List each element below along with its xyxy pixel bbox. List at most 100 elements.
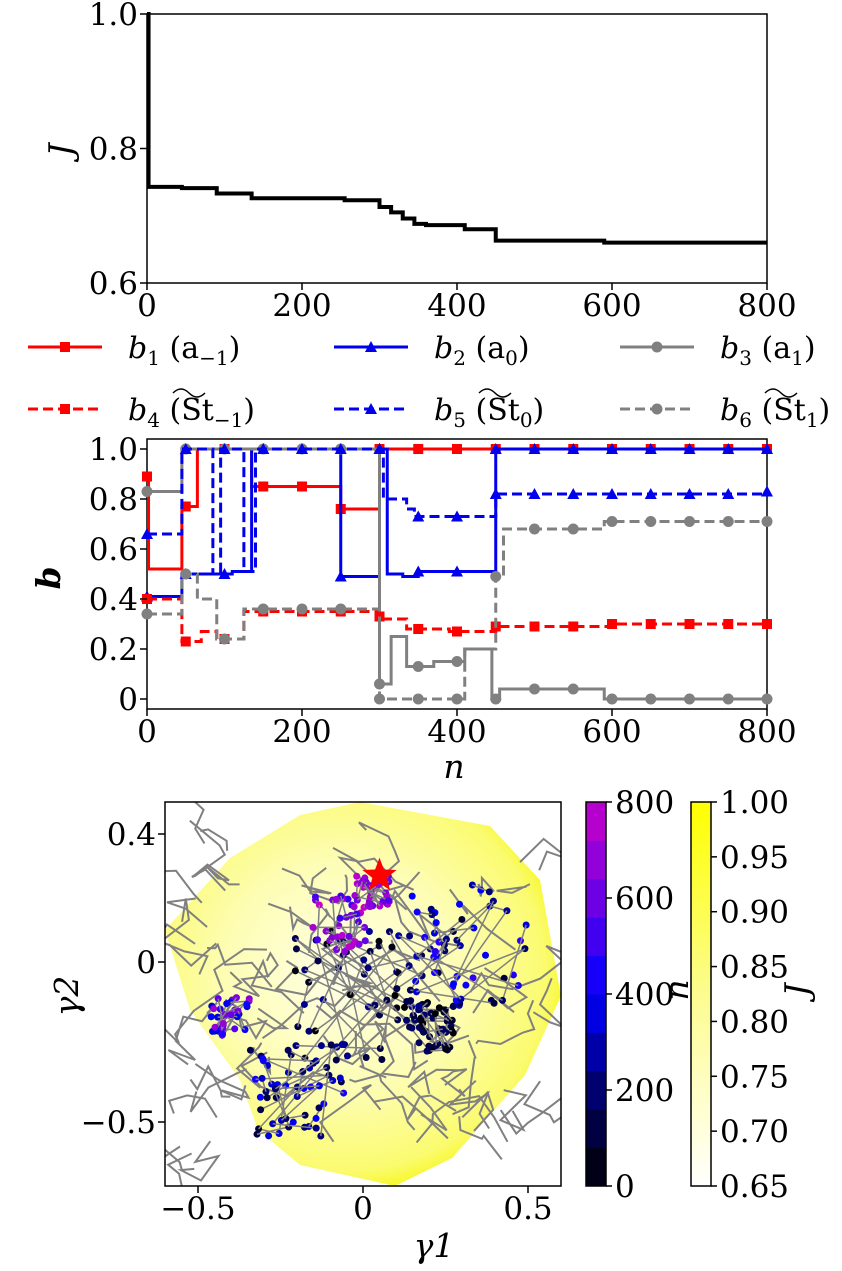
sample-point [305,1027,313,1035]
contour-line [189,1064,247,1101]
tilde-accent [172,388,206,398]
contour-line [250,951,305,1014]
series-marker-b2 [412,565,425,577]
legend-label-part: (St [466,393,520,428]
sample-point [366,900,374,908]
sample-point [360,956,368,964]
sample-point [300,1000,308,1008]
search-path-segment [456,905,491,941]
legend-label-part: b [720,393,739,428]
colorbar-n-band [586,917,606,957]
contour-line [229,971,270,998]
x-tick-label: 800 [737,714,796,750]
search-path-segment [275,1085,320,1090]
colorbar-n-tick-label: 600 [615,881,674,917]
series-marker-b6 [529,523,540,535]
search-path-segment [361,881,381,907]
best-point-star-icon [362,857,397,891]
series-marker-b4 [180,636,191,647]
contour-line [332,847,415,891]
sample-point [431,948,439,956]
cost-series [146,12,767,245]
sample-point [456,900,464,908]
legend-label-part: ) [804,331,816,366]
series-marker-b3 [412,661,424,672]
y-tick-label: 1.0 [89,432,138,468]
colorbar-j-tick-label: 0.95 [720,840,789,876]
sample-point [258,1074,266,1082]
series-marker-b5 [451,510,463,522]
colorbar-n-tick-label: 400 [615,977,674,1013]
series-marker-b4 [684,619,695,629]
colorbar-j-gradient [690,801,712,1187]
legend-label-part: (St [160,393,214,428]
search-path-segment [304,946,393,1059]
search-path-segment [280,1085,320,1121]
colorbar-n-band [586,878,606,918]
contour-line [372,1095,449,1140]
y-tick-label: 0.8 [89,482,138,518]
sample-point [345,943,353,951]
search-path-segment [398,935,462,1000]
contour-line [380,1018,417,1079]
contour-line [349,1073,416,1131]
y-tick-label: 1.0 [89,0,138,33]
contour-line [499,1097,561,1136]
series-marker-b6 [761,516,773,527]
series-marker-b5 [179,443,192,454]
legend-label-part: b [434,331,453,366]
series-marker-b5 [644,488,657,499]
sample-point [435,1004,443,1012]
colorbar-n-band [586,1147,606,1187]
legend-label-part: −1 [214,408,243,432]
x-tick-label: −0.5 [160,1191,235,1227]
x-tick-label: 200 [272,288,331,324]
colorbar-n-tick-label: 200 [615,1073,674,1109]
series-marker-b2 [606,443,618,454]
contour-line [193,802,206,845]
contour-line [177,1140,221,1182]
colorbar-j-tick-label: 0.85 [720,950,789,986]
search-path-segment [308,951,348,1032]
series-marker-b4 [452,626,462,637]
search-path-segment [258,1086,298,1130]
sample-point [306,1064,314,1072]
contour-line [475,999,536,1046]
legend-label-part: (a [752,331,791,366]
contour-line [166,897,208,928]
contour-line [414,1021,461,1055]
colorbar-j-tick-label: 0.80 [720,1004,789,1040]
contour-line [267,902,312,933]
series-marker-b5 [489,488,502,499]
sample-point [314,936,322,944]
legend-label: b2 (a0) [434,331,530,370]
series-marker-b5 [257,443,270,454]
x-tick-label: 800 [737,288,796,324]
contour-line [189,1068,247,1113]
series-marker-b2 [761,443,773,454]
sample-point [257,1106,265,1114]
sample-point [415,1039,423,1047]
series-marker-b5 [141,528,153,539]
search-path-segment [367,965,410,1008]
sample-point [353,872,361,880]
sample-point [432,919,440,927]
sample-point [309,923,317,931]
sample-point [385,897,393,905]
legend-label-part: b [434,393,453,428]
contour-line [167,1094,218,1119]
x-tick-label: 400 [427,288,486,324]
series-line-b1 [147,447,767,571]
search-path-segment [217,998,225,1024]
legend-label: b4 (St−1) [128,393,255,432]
sample-point [219,1030,227,1038]
x-tick-label: 0 [137,288,157,324]
sample-point [227,1011,235,1019]
series-marker-b2 [334,570,347,582]
legend-marker [365,403,377,414]
series-marker-b3 [567,683,579,695]
legend-label-part: 5 [453,408,466,432]
gamma2-text: γ2 [47,976,86,1017]
legend-label-part: 1 [147,346,160,370]
contour-line [358,821,401,873]
